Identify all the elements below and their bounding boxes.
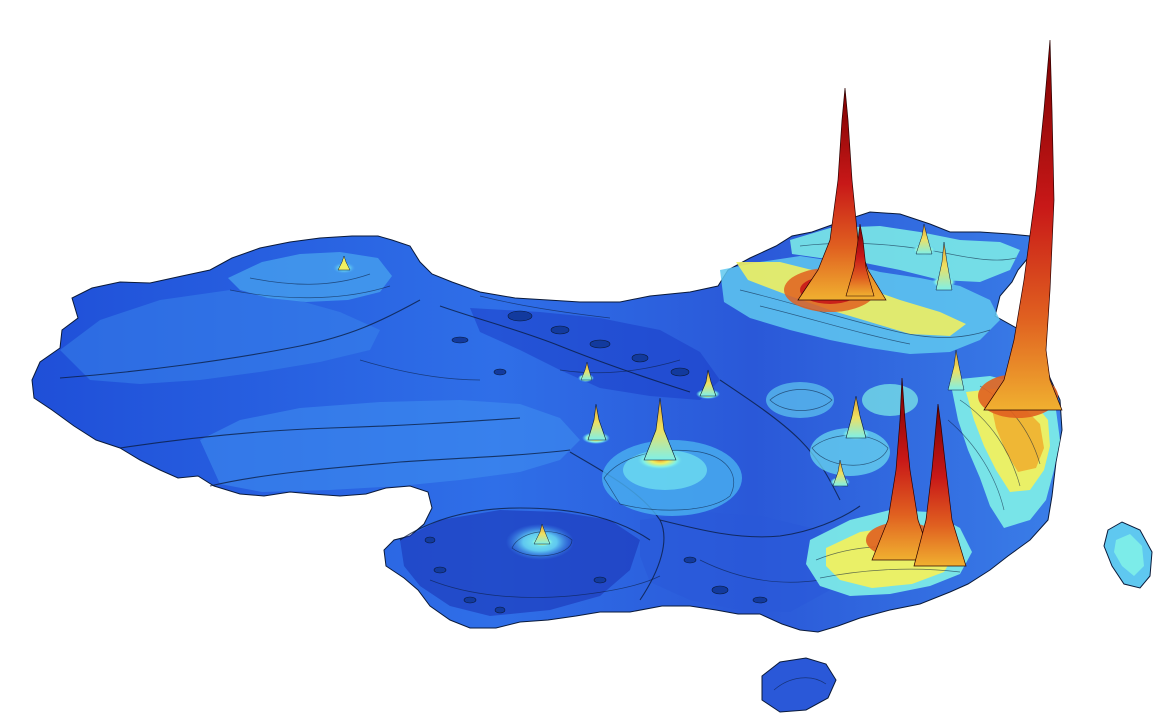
taiwan-inner [1114, 534, 1144, 576]
east-coast-orange-belt [990, 400, 1044, 472]
central-east-patch-1 [810, 428, 890, 476]
central-east-patch-2 [766, 382, 834, 418]
hainan-island [761, 657, 837, 713]
small-peaks [332, 223, 965, 547]
central-darker-band [470, 308, 720, 400]
low-value-spots [424, 310, 768, 614]
northwest-lighter-band [60, 290, 380, 384]
major-peaks [784, 39, 1063, 567]
hainan-contour [773, 677, 827, 691]
tibet-lighter-band [200, 400, 580, 492]
south-central-band [640, 512, 850, 612]
central-east-patch-3 [862, 384, 918, 416]
